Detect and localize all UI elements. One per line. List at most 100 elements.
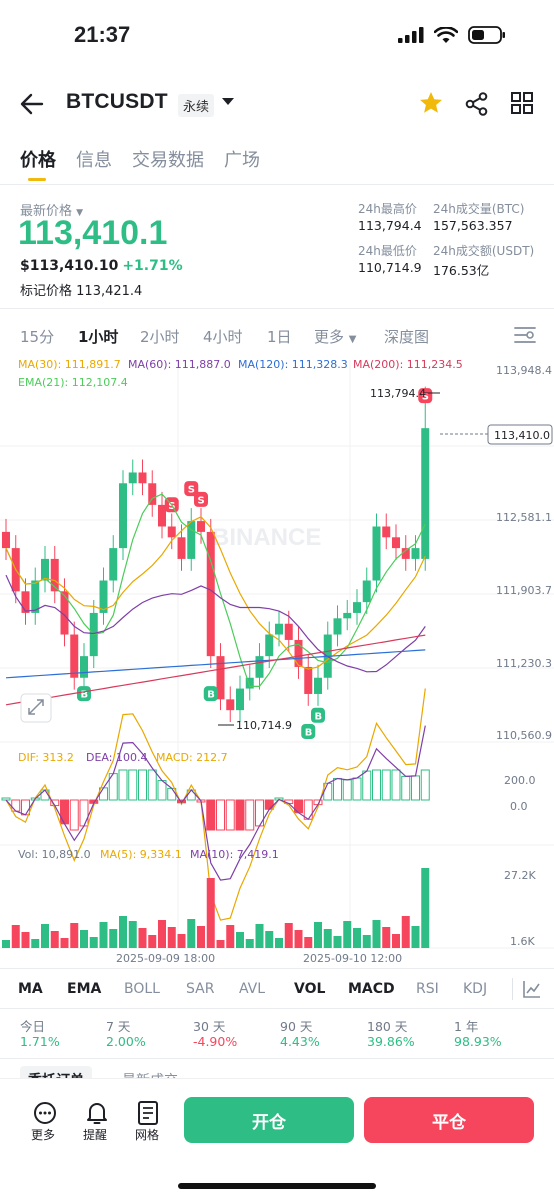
open-position-button[interactable]: 开仓 xyxy=(184,1097,354,1143)
grid-layout-icon[interactable] xyxy=(510,91,534,115)
high-24h-label: 24h最高价 xyxy=(358,202,417,216)
symbol-dropdown-icon[interactable] xyxy=(222,98,234,105)
macd-bar xyxy=(128,769,138,801)
axis-label: 112,581.1 xyxy=(496,511,552,524)
ind-avl[interactable]: AVL xyxy=(239,981,266,997)
macd-bar xyxy=(21,799,30,816)
volume-bar xyxy=(333,936,342,948)
ind-vol[interactable]: VOL xyxy=(294,981,326,997)
buy-marker xyxy=(77,686,91,702)
ind-kdj[interactable]: KDJ xyxy=(463,981,488,997)
indicator-settings-icon[interactable] xyxy=(522,979,542,999)
volume-bar xyxy=(382,927,391,948)
alert-label[interactable]: 提醒 xyxy=(83,1128,108,1142)
sell-marker xyxy=(184,481,199,497)
ma60-legend: MA(60): 111,887.0 xyxy=(128,358,231,371)
macd-bar xyxy=(411,775,420,801)
candle-body xyxy=(401,548,410,559)
volume-bar xyxy=(255,924,264,948)
tf-depth[interactable]: 深度图 xyxy=(384,328,430,346)
symbol-title[interactable]: BTCUSDT xyxy=(66,90,168,113)
volume-bar xyxy=(138,928,147,948)
tf-1d[interactable]: 1日 xyxy=(267,328,292,346)
tab-trading-data[interactable]: 交易数据 xyxy=(132,150,204,171)
dea-line xyxy=(5,725,426,881)
grid-label[interactable]: 网格 xyxy=(135,1128,160,1142)
sell-marker xyxy=(418,388,433,404)
ma200-line xyxy=(5,634,426,706)
ind-ema[interactable]: EMA xyxy=(67,981,102,997)
grid-trading-icon[interactable] xyxy=(137,1100,159,1126)
macd-bar xyxy=(206,799,216,831)
candle-body xyxy=(99,580,108,613)
back-arrow-icon[interactable] xyxy=(18,90,46,118)
tab-info[interactable]: 信息 xyxy=(76,150,112,171)
volume-bar xyxy=(314,922,322,948)
buy-marker-label: B xyxy=(315,711,323,722)
candle-body xyxy=(50,558,59,592)
perf-value: 1.71% xyxy=(20,1034,60,1049)
volume-bar xyxy=(70,923,79,948)
candle-body xyxy=(236,688,244,711)
active-tab-indicator xyxy=(28,178,46,181)
macd-legend: MACD: 212.7 xyxy=(156,751,228,764)
ema21-legend: EMA(21): 112,107.4 xyxy=(18,376,128,389)
favorite-star-icon[interactable] xyxy=(418,90,444,116)
tab-price[interactable]: 价格 xyxy=(20,150,56,171)
buy-marker xyxy=(203,686,218,702)
chart-settings-icon[interactable] xyxy=(514,325,536,345)
close-position-button[interactable]: 平仓 xyxy=(364,1097,534,1143)
candle-body xyxy=(206,531,215,657)
volume-bar xyxy=(167,927,176,948)
ind-macd[interactable]: MACD xyxy=(348,981,395,997)
macd-bar xyxy=(372,769,381,801)
tf-2h[interactable]: 2小时 xyxy=(140,328,180,346)
candle-body xyxy=(294,639,303,667)
perf-label: 30 天 xyxy=(193,1019,226,1034)
perf-label: 7 天 xyxy=(106,1019,131,1034)
tf-1h[interactable]: 1小时 xyxy=(78,328,119,346)
candle-body xyxy=(392,537,400,549)
low-24h-label: 24h最低价 xyxy=(358,244,417,258)
candle-body xyxy=(304,666,313,694)
macd-bar xyxy=(333,777,342,801)
more-icon[interactable] xyxy=(33,1101,57,1125)
ind-sar[interactable]: SAR xyxy=(186,981,215,997)
ind-rsi[interactable]: RSI xyxy=(416,981,439,997)
perf-value: -4.90% xyxy=(193,1034,238,1049)
candle-body xyxy=(128,472,137,484)
ind-boll[interactable]: BOLL xyxy=(124,981,160,997)
candle-body xyxy=(2,531,10,549)
macd-bar xyxy=(235,799,245,831)
tf-4h[interactable]: 4小时 xyxy=(203,328,243,346)
volume-bar xyxy=(236,932,244,948)
ind-ma[interactable]: MA xyxy=(18,981,43,997)
more-label[interactable]: 更多 xyxy=(31,1128,56,1142)
last-price-label[interactable]: 最新价格 ▼ xyxy=(20,204,84,219)
low-24h: 110,714.9 xyxy=(358,260,422,275)
vol-btc-label: 24h成交量(BTC) xyxy=(433,202,525,216)
candle-body xyxy=(362,580,371,603)
ma-lines-group xyxy=(5,493,426,706)
volume-bar xyxy=(392,934,400,948)
share-icon[interactable] xyxy=(464,91,490,117)
tab-square[interactable]: 广场 xyxy=(224,150,260,171)
tf-15m[interactable]: 15分 xyxy=(20,328,55,346)
date-label: 2025-09-09 18:00 xyxy=(116,952,215,964)
volume-bar xyxy=(21,932,30,948)
buy-marker xyxy=(311,707,325,723)
status-time: 21:37 xyxy=(74,22,131,47)
ma120-line xyxy=(5,649,426,679)
macd-bar xyxy=(391,769,401,801)
tf-more[interactable]: 更多 ▼ xyxy=(314,328,357,346)
macd-bar xyxy=(11,799,21,812)
bell-icon[interactable] xyxy=(85,1100,109,1126)
macd-bar xyxy=(401,775,411,801)
volume-bar xyxy=(109,929,118,948)
candle-body xyxy=(226,699,235,711)
macd-bar xyxy=(264,799,274,810)
candle-body xyxy=(167,526,176,538)
ma30-line xyxy=(5,516,426,670)
volume-bar xyxy=(158,920,166,948)
